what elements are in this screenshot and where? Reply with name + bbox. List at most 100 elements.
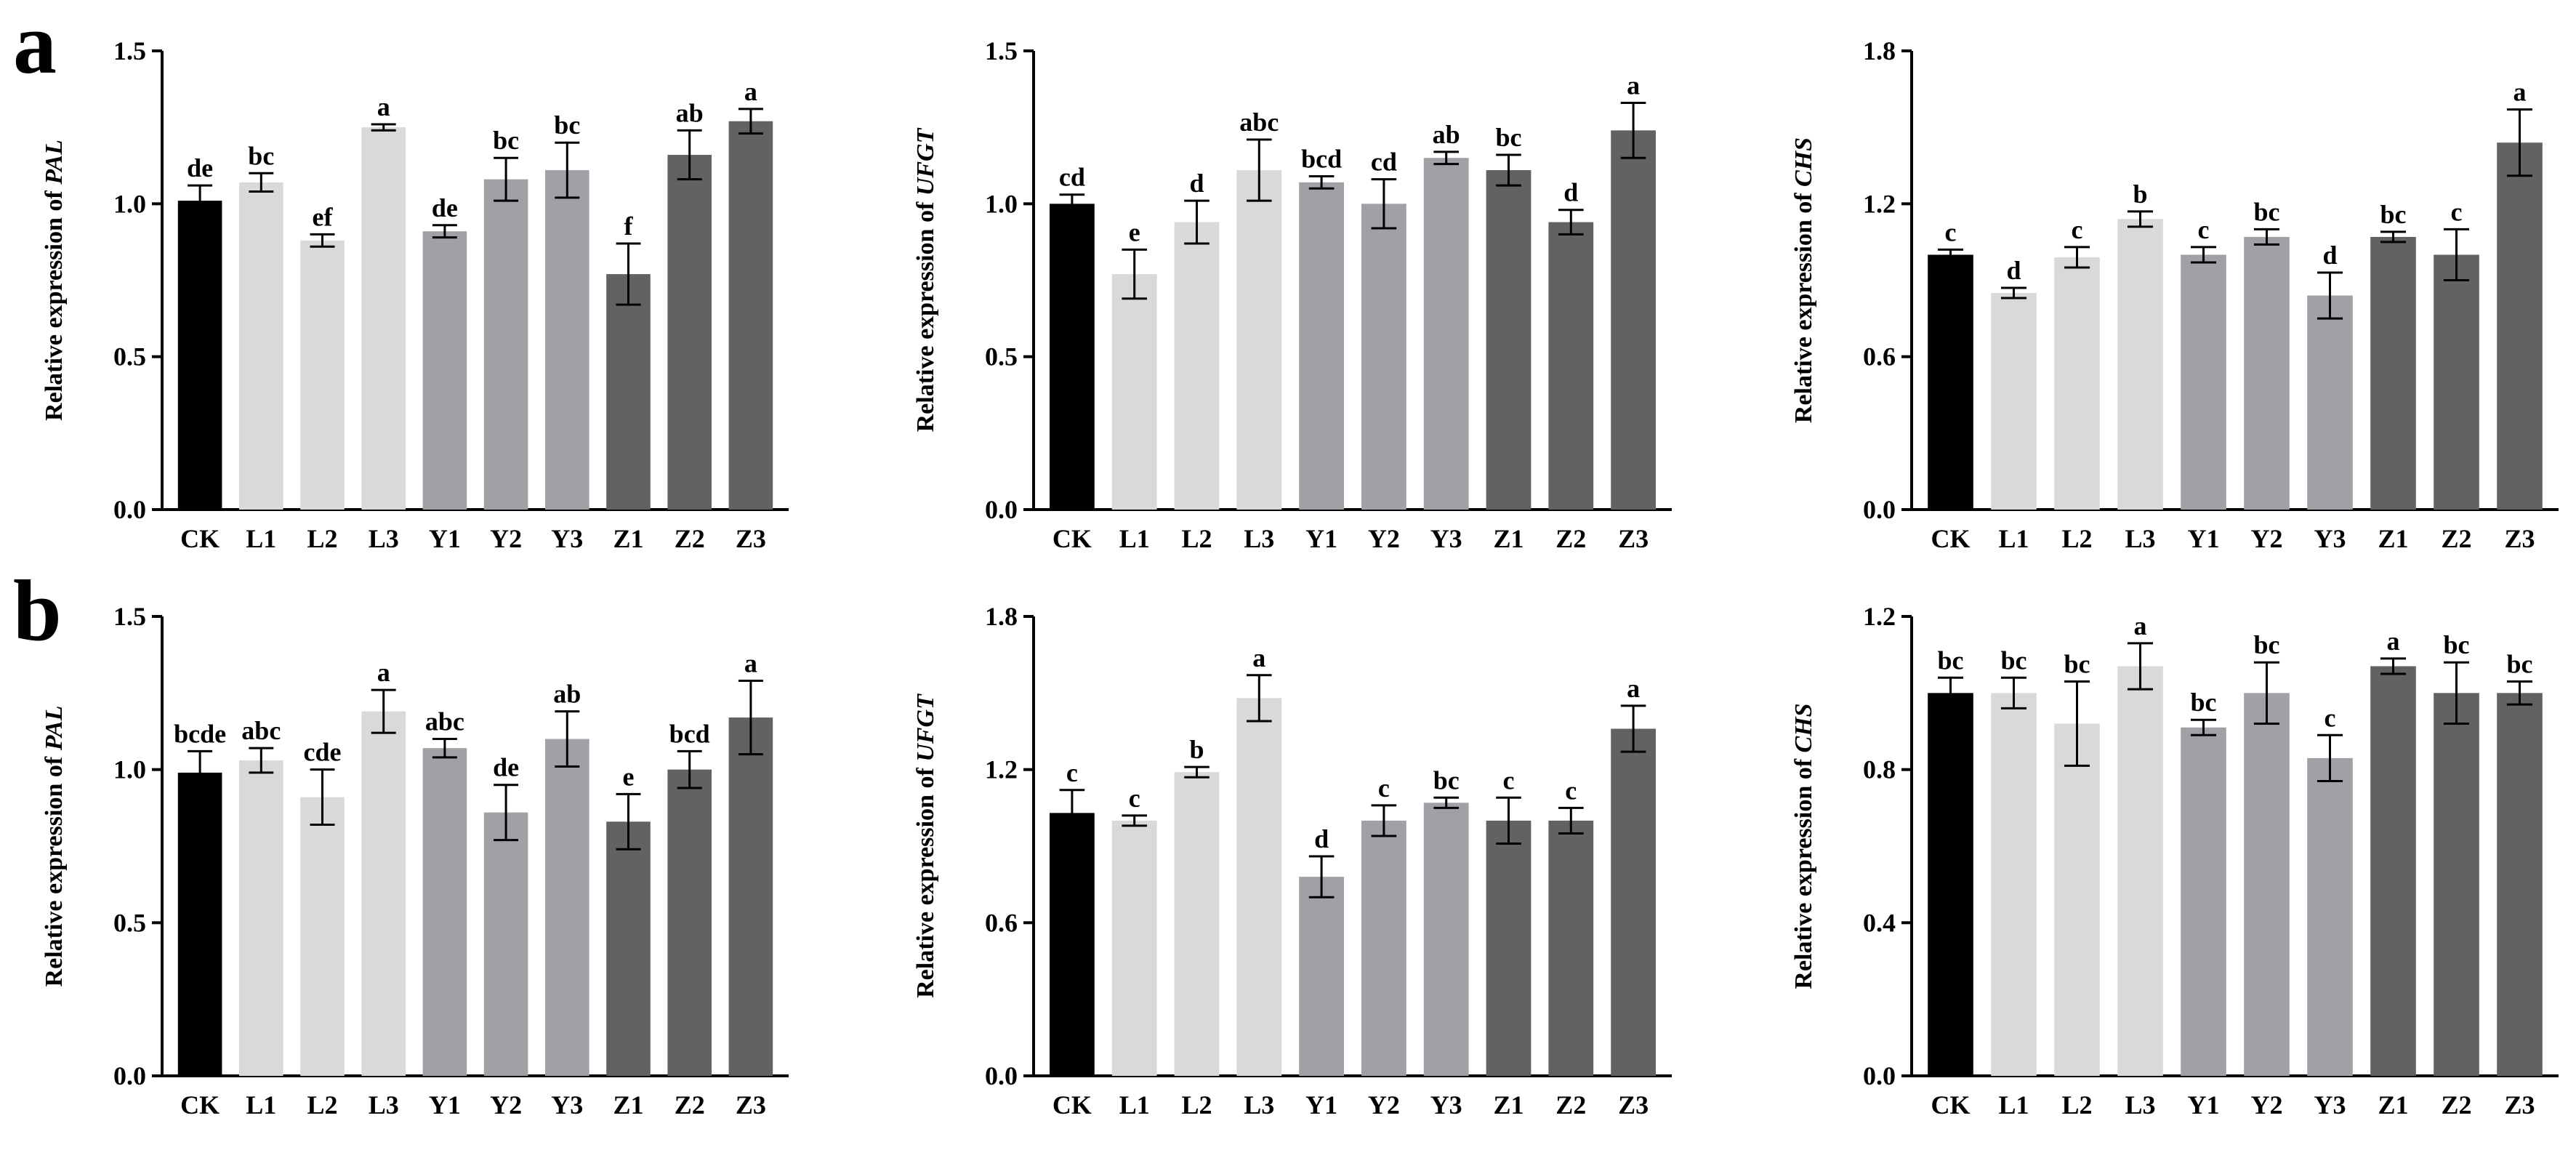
x-tick-label-ck: CK (1052, 1090, 1092, 1119)
chart-b-chs: 0.0 0.4 0.8 1.2 Relative expression of CHS bc… (1790, 602, 2559, 1119)
significance-letter-z2: ab (676, 98, 704, 127)
x-tick-label-z2: Z2 (675, 524, 705, 553)
bar-l1 (238, 182, 283, 510)
y-tick-label: 0.0 (985, 1061, 1018, 1090)
x-tick-label-l3: L3 (369, 524, 399, 553)
chart-a-ufgt: 0.0 0.5 1.0 1.5 Relative expression of UFGT c… (912, 36, 1672, 553)
y-axis-title-prefix: Relative expression of (1790, 752, 1817, 989)
y-axis-title-gene: UFGT (912, 127, 939, 196)
significance-letter-y1: c (2198, 215, 2210, 244)
y-tick-label: 0.4 (1863, 908, 1896, 937)
x-tick-label-z3: Z3 (1618, 1090, 1649, 1119)
significance-letter-l3: b (2133, 180, 2147, 209)
bar-y3 (2307, 295, 2353, 510)
significance-letter-z2: bc (2444, 630, 2470, 659)
x-tick-label-y2: Y2 (1368, 1090, 1400, 1119)
y-tick-label: 0.0 (985, 495, 1018, 524)
bar-y1 (1299, 182, 1344, 510)
significance-letter-z3: a (1627, 71, 1640, 100)
bar-l2 (300, 797, 345, 1076)
significance-letter-z1: a (2387, 627, 2400, 656)
significance-letter-z1: bc (1496, 123, 1522, 152)
bar-ck (177, 772, 222, 1076)
x-tick-label-l3: L3 (1244, 524, 1274, 553)
significance-letter-ck: bc (1938, 646, 1964, 675)
bar-y2 (483, 812, 528, 1076)
y-tick-label: 1.0 (985, 189, 1018, 218)
bar-ck (1050, 813, 1095, 1076)
x-tick-label-ck: CK (1931, 524, 1971, 553)
x-tick-label-l2: L2 (2061, 524, 2092, 553)
significance-letter-y1: bcd (1301, 144, 1342, 173)
significance-letter-y3: c (2325, 703, 2336, 732)
bar-y3 (544, 739, 589, 1076)
significance-letter-l1: bc (2001, 646, 2027, 675)
bar-z1 (1486, 170, 1531, 510)
significance-letter-z3: a (744, 77, 757, 106)
bar-z1 (2370, 666, 2416, 1076)
x-tick-label-z2: Z2 (675, 1090, 705, 1119)
bar-l3 (361, 127, 406, 510)
significance-letter-ck: de (187, 153, 213, 182)
bar-y3 (1423, 803, 1469, 1076)
bar-y2 (1361, 204, 1406, 510)
bar-ck (1050, 204, 1095, 510)
chart-a-pal: 0.0 0.5 1.0 1.5 Relative expression of PAL de… (41, 36, 789, 553)
y-tick-label: 1.2 (1863, 189, 1896, 218)
x-tick-label-ck: CK (1931, 1090, 1971, 1119)
bar-l3 (1236, 170, 1282, 510)
x-tick-label-z1: Z1 (1493, 1090, 1524, 1119)
significance-letter-l3: a (1252, 643, 1265, 672)
bar-z3 (2497, 142, 2543, 510)
y-tick-label: 0.5 (113, 342, 146, 371)
bar-y1 (2181, 254, 2226, 510)
bar-z3 (1611, 728, 1656, 1076)
y-axis-title-gene: PAL (41, 140, 68, 185)
bar-y1 (2181, 727, 2226, 1076)
bar-l3 (2117, 219, 2163, 510)
y-tick-label: 0.5 (113, 908, 146, 937)
x-tick-label-y2: Y2 (490, 524, 522, 553)
x-tick-label-y1: Y1 (429, 1090, 461, 1119)
bar-l2 (2054, 723, 2100, 1076)
y-tick-label: 1.5 (113, 602, 146, 631)
significance-letter-y1: bc (2191, 688, 2217, 717)
y-axis-title-prefix: Relative expression of (912, 762, 939, 998)
x-tick-label-l1: L1 (1998, 524, 2029, 553)
significance-letter-l2: d (1189, 169, 1204, 198)
significance-letter-l3: a (2134, 611, 2147, 640)
x-tick-label-z3: Z3 (2504, 1090, 2535, 1119)
bar-z2 (2434, 693, 2479, 1076)
x-tick-label-l1: L1 (1119, 1090, 1150, 1119)
bar-y3 (1423, 158, 1469, 510)
bar-l3 (361, 711, 406, 1076)
y-tick-label: 0.0 (113, 495, 146, 524)
y-tick-label: 1.5 (113, 36, 146, 65)
significance-letter-y3: d (2322, 241, 2337, 270)
x-tick-label-z1: Z1 (2378, 524, 2408, 553)
bar-l1 (1111, 274, 1157, 510)
x-tick-label-y3: Y3 (2314, 1090, 2346, 1119)
y-tick-label: 1.8 (1863, 36, 1896, 65)
x-tick-label-y3: Y3 (1430, 524, 1462, 553)
bar-l3 (2117, 666, 2163, 1076)
x-tick-label-l1: L1 (1998, 1090, 2029, 1119)
bar-z2 (1548, 820, 1594, 1076)
x-tick-label-z1: Z1 (1493, 524, 1524, 553)
x-tick-label-z1: Z1 (2378, 1090, 2408, 1119)
x-tick-label-ck: CK (180, 1090, 220, 1119)
x-tick-label-y3: Y3 (551, 1090, 583, 1119)
bar-z2 (667, 769, 712, 1076)
significance-letter-l3: a (377, 658, 390, 687)
bar-z1 (1486, 820, 1531, 1076)
x-tick-label-z2: Z2 (2441, 524, 2471, 553)
y-tick-label: 0.0 (113, 1061, 146, 1090)
x-tick-label-z2: Z2 (2441, 1090, 2471, 1119)
significance-letter-z2: c (2451, 197, 2463, 226)
bar-z1 (2370, 236, 2416, 510)
significance-letter-l2: c (2072, 215, 2083, 244)
x-tick-label-y1: Y1 (1305, 1090, 1337, 1119)
significance-letter-y1: de (432, 193, 458, 222)
significance-letter-z2: d (1563, 178, 1578, 207)
significance-letter-l1: c (1129, 784, 1140, 813)
